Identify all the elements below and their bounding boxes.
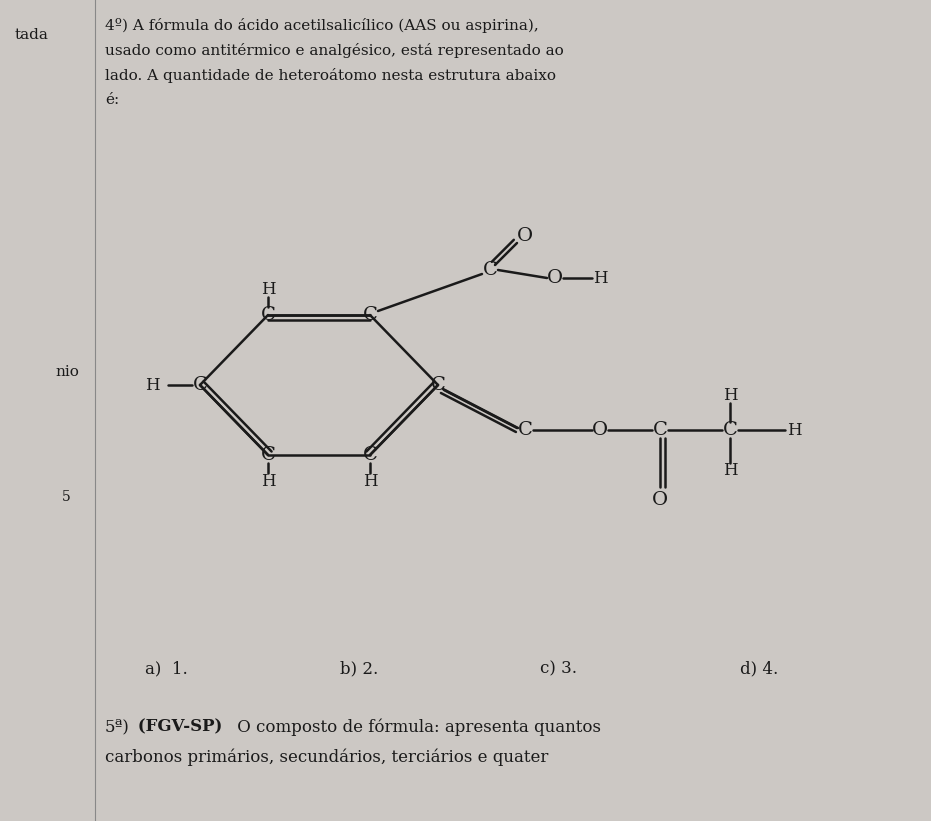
Text: H: H xyxy=(145,377,160,393)
Text: a)  1.: a) 1. xyxy=(145,660,188,677)
Text: H: H xyxy=(722,387,737,403)
Text: C: C xyxy=(482,261,497,279)
Text: C: C xyxy=(653,421,668,439)
Text: O: O xyxy=(592,421,608,439)
Text: C: C xyxy=(362,446,377,464)
Text: H: H xyxy=(363,473,377,489)
Text: é:: é: xyxy=(105,93,119,107)
Text: H: H xyxy=(787,421,802,438)
Text: 5ª): 5ª) xyxy=(105,718,130,735)
Text: H: H xyxy=(593,269,607,287)
Text: (FGV-SP): (FGV-SP) xyxy=(132,718,223,735)
Text: H: H xyxy=(261,473,276,489)
Text: C: C xyxy=(362,306,377,324)
Text: C: C xyxy=(261,446,276,464)
Text: b) 2.: b) 2. xyxy=(340,660,378,677)
Text: C: C xyxy=(193,376,208,394)
Text: nio: nio xyxy=(55,365,79,379)
Text: 4º) A fórmula do ácido acetilsalicílico (AAS ou aspirina),: 4º) A fórmula do ácido acetilsalicílico … xyxy=(105,18,539,33)
Text: 5: 5 xyxy=(62,490,71,504)
Text: C: C xyxy=(722,421,737,439)
Text: C: C xyxy=(261,306,276,324)
Text: O: O xyxy=(546,269,563,287)
Text: usado como antitérmico e analgésico, está representado ao: usado como antitérmico e analgésico, est… xyxy=(105,43,564,58)
Text: c) 3.: c) 3. xyxy=(540,660,577,677)
Text: lado. A quantidade de heteroátomo nesta estrutura abaixo: lado. A quantidade de heteroátomo nesta … xyxy=(105,68,556,83)
Text: O: O xyxy=(652,491,668,509)
Text: d) 4.: d) 4. xyxy=(740,660,778,677)
Text: C: C xyxy=(430,376,445,394)
Text: O composto de fórmula: apresenta quantos: O composto de fórmula: apresenta quantos xyxy=(232,718,601,736)
Text: carbonos primários, secundários, terciários e quater: carbonos primários, secundários, terciár… xyxy=(105,748,548,765)
Text: H: H xyxy=(722,461,737,479)
Text: O: O xyxy=(517,227,533,245)
Text: tada: tada xyxy=(15,28,48,42)
Text: H: H xyxy=(261,281,276,297)
Text: C: C xyxy=(518,421,533,439)
